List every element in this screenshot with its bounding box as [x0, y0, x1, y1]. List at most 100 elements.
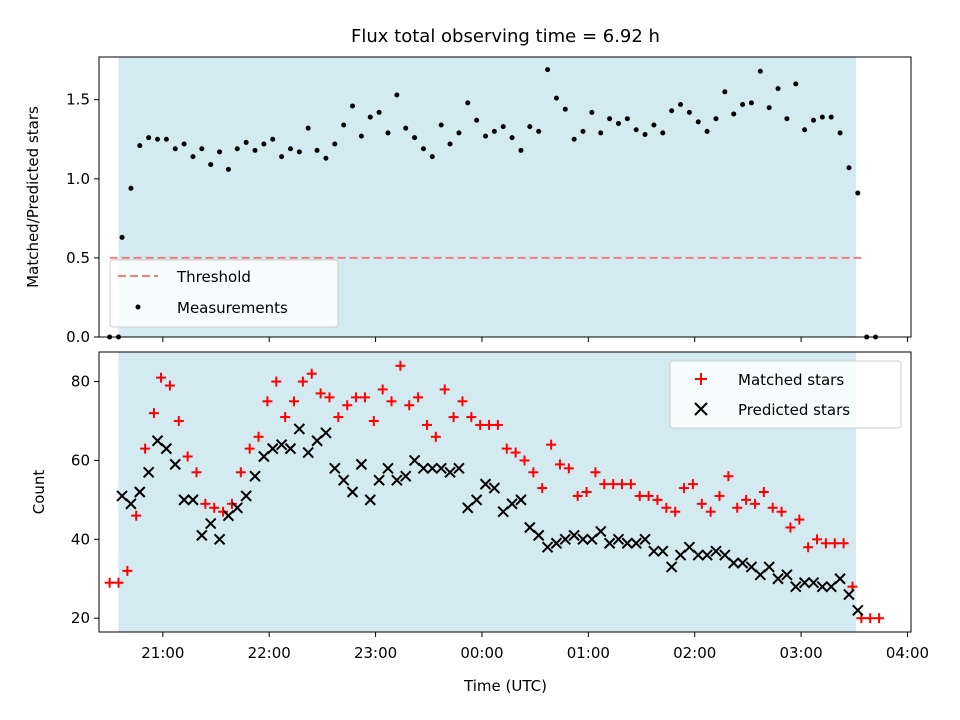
predicted-star-point [417, 462, 430, 475]
measurement-point [429, 154, 435, 160]
matched-star-point [235, 467, 246, 478]
matched-star-point [457, 396, 468, 407]
ratio-panel: 0.0 0.5 1.0 1.5 Matched/Predicted stars Thr… [24, 56, 912, 346]
matched-star-point [122, 565, 133, 576]
predicted-star-d2 [506, 498, 518, 510]
predicted-star-point [488, 482, 501, 494]
predicted-star-d2 [781, 569, 793, 581]
predicted-star-point [178, 494, 190, 506]
predicted-star-d2 [719, 549, 731, 561]
y-tick-label: 0.5 [66, 249, 90, 267]
matched-star-point [297, 376, 308, 387]
predicted-star-d2 [116, 490, 128, 502]
measurement-point [651, 122, 657, 128]
matched-star-point [794, 514, 805, 525]
predicted-star-d2 [736, 557, 749, 569]
predicted-star-point [213, 533, 226, 546]
x-tick-label: 01:00 [567, 644, 610, 662]
ratio-legend: Threshold Measurements [109, 259, 339, 328]
predicted-star-point [444, 466, 456, 478]
predicted-star-point [382, 462, 394, 475]
measurement-point [678, 101, 684, 107]
matched-star-point [696, 498, 707, 509]
predicted-star-d2 [435, 462, 447, 475]
measurement-point [615, 120, 621, 126]
predicted-star-d2 [364, 494, 376, 506]
matched-star-point [475, 419, 486, 430]
predicted-star-point [462, 502, 474, 514]
matched-star-point [812, 534, 823, 545]
predicted-star-d2 [240, 490, 252, 502]
predicted-star-d2 [612, 533, 625, 546]
predicted-star-point [648, 545, 660, 557]
count-x-axis: 21:00 22:00 23:00 00:00 01:00 02:00 03:00 04:00 [141, 632, 929, 662]
predicted-star-point [311, 435, 323, 447]
predicted-star-d2 [142, 466, 155, 478]
predicted-star-point [497, 506, 509, 518]
matched-star-point [104, 577, 115, 588]
predicted-star-d2 [462, 502, 474, 514]
measurement-point [846, 165, 852, 171]
predicted-star-d2 [337, 474, 350, 486]
predicted-star-d2 [320, 427, 332, 439]
matched-star-point [838, 538, 849, 549]
predicted-star-point [559, 533, 571, 546]
matched-star-point [581, 487, 592, 497]
matched-star-point [723, 471, 734, 482]
predicted-star-point [142, 466, 155, 478]
matched-star-point [865, 613, 876, 624]
measurement-point [740, 101, 746, 107]
predicted-star-d2 [568, 529, 580, 542]
predicted-star-point [337, 474, 350, 486]
predicted-star-point [541, 541, 554, 553]
predicted-star-d2 [453, 462, 465, 475]
predicted-star-d2 [843, 588, 855, 601]
matched-star-point [306, 368, 317, 379]
predicted-star-point [781, 569, 793, 581]
matched-star-point [652, 494, 663, 505]
matched-star-point [590, 467, 601, 478]
predicted-star-point [515, 494, 527, 506]
predicted-star-d2 [275, 438, 288, 451]
count-y-axis-title: Count [30, 470, 48, 515]
matched-star-point [200, 498, 211, 509]
matched-star-point [617, 479, 628, 490]
predicted-star-d2 [426, 462, 439, 475]
predicted-star-point [240, 490, 252, 502]
matched-star-point [634, 490, 645, 501]
matched-star-point [324, 392, 335, 403]
predicted-star-point [426, 462, 439, 475]
measurement-point [367, 114, 373, 120]
ratio-x-axis [162, 337, 908, 342]
matched-star-point [156, 372, 167, 383]
predicted-star-point [160, 442, 173, 455]
predicted-stars-series [116, 423, 864, 617]
measurement-point [163, 136, 169, 142]
measurement-point [802, 127, 808, 133]
predicted-star-point [692, 549, 704, 561]
measurement-point [695, 119, 701, 125]
predicted-star-point [470, 494, 483, 506]
measurement-point [686, 109, 692, 115]
predicted-star-d2 [293, 423, 306, 435]
predicted-star-point [577, 533, 589, 546]
y-tick-label: 80 [71, 373, 90, 391]
predicted-star-d2 [444, 466, 456, 478]
predicted-star-d2 [621, 537, 634, 549]
matched-star-point [492, 419, 503, 430]
predicted-star-point [568, 529, 580, 542]
predicted-star-d2 [249, 470, 261, 482]
y-tick-label: 1.0 [66, 170, 90, 188]
matched-star-point [563, 463, 574, 474]
matched-stars-legend-label: Matched stars [738, 371, 844, 389]
predicted-star-point [701, 549, 713, 561]
count-plot-frame [98, 351, 912, 633]
measurement-point [491, 128, 497, 134]
matched-star-point [572, 490, 583, 501]
x-tick-label: 00:00 [460, 644, 503, 662]
matched-star-point [537, 483, 548, 494]
measurement-point [287, 146, 293, 152]
predicted-star-d2 [488, 482, 501, 494]
measurement-point [580, 128, 586, 134]
measurement-point [155, 136, 161, 142]
